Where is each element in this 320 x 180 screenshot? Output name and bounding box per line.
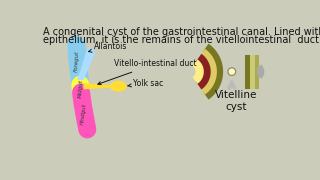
Bar [255,55,259,89]
Polygon shape [84,83,110,89]
Circle shape [228,68,236,75]
Text: Midgut: Midgut [78,79,84,98]
Text: Hindgut: Hindgut [80,103,88,125]
Text: Yolk sac: Yolk sac [127,79,163,88]
Text: Vitelline
cyst: Vitelline cyst [214,90,257,112]
Text: A congenital cyst of the gastrointestinal canal. Lined with ciliated: A congenital cyst of the gastrointestina… [43,27,320,37]
Text: Allantois: Allantois [88,42,128,52]
Text: epithelium, it is the remains of the vitellointestinal  duct.: epithelium, it is the remains of the vit… [43,35,320,46]
Text: Vitello-intestinal duct: Vitello-intestinal duct [98,59,196,85]
Text: Foregut: Foregut [73,51,79,72]
Ellipse shape [110,81,127,92]
Bar [250,55,255,89]
Polygon shape [77,47,95,80]
Bar [245,55,250,89]
